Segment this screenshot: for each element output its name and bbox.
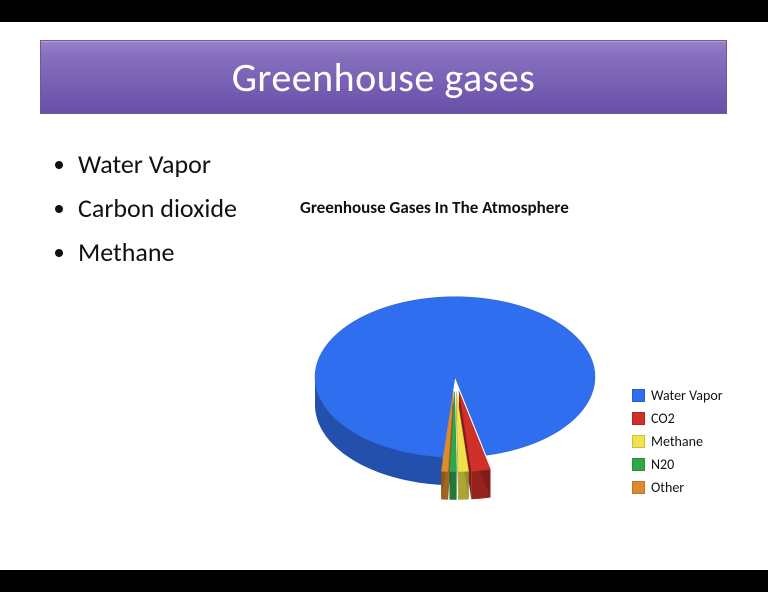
legend-label: N20 [651,456,674,473]
pie-holder [300,257,620,517]
legend-label: Other [651,479,684,496]
legend-label: Methane [651,433,703,450]
legend-label: Water Vapor [651,387,723,404]
legend-swatch [632,458,645,471]
pie-chart: Greenhouse Gases In The Atmosphere Water… [300,197,760,557]
bullet-item: Carbon dioxide [78,186,330,230]
bullet-list: Water Vapor Carbon dioxide Methane [50,142,330,275]
legend-row: Water Vapor [632,387,752,404]
chart-legend: Water Vapor CO2 Methane N20 Other [632,387,752,502]
legend-label: CO2 [651,410,675,427]
legend-row: N20 [632,456,752,473]
bullet-item: Water Vapor [78,142,330,186]
slide-title: Greenhouse gases [232,53,536,102]
chart-title: Greenhouse Gases In The Atmosphere [300,197,760,218]
legend-row: Other [632,479,752,496]
slide: Greenhouse gases Water Vapor Carbon diox… [0,22,768,570]
legend-swatch [632,481,645,494]
title-band: Greenhouse gases [40,40,727,114]
bullet-item: Methane [78,230,330,274]
legend-swatch [632,412,645,425]
legend-swatch [632,435,645,448]
legend-row: Methane [632,433,752,450]
legend-row: CO2 [632,410,752,427]
pie-svg [300,257,620,517]
legend-swatch [632,389,645,402]
